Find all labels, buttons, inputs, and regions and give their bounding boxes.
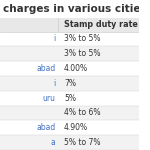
Text: 5% to 7%: 5% to 7%	[64, 138, 100, 147]
Text: 3% to 5%: 3% to 5%	[64, 34, 100, 43]
Text: a: a	[51, 138, 56, 147]
Text: 4% to 6%: 4% to 6%	[64, 108, 100, 117]
Text: Stamp duty rate: Stamp duty rate	[64, 20, 138, 29]
Text: uru: uru	[43, 94, 56, 103]
Text: 3% to 5%: 3% to 5%	[64, 49, 100, 58]
Text: 5%: 5%	[64, 94, 76, 103]
Text: charges in various cities: charges in various cities	[3, 4, 146, 14]
Text: i: i	[53, 79, 56, 88]
FancyBboxPatch shape	[0, 135, 139, 150]
FancyBboxPatch shape	[0, 46, 139, 61]
Text: abad: abad	[36, 64, 56, 73]
FancyBboxPatch shape	[0, 106, 139, 120]
FancyBboxPatch shape	[0, 18, 139, 32]
Text: 7%: 7%	[64, 79, 76, 88]
Text: 4.00%: 4.00%	[64, 64, 88, 73]
Text: abad: abad	[36, 123, 56, 132]
Text: 4.90%: 4.90%	[64, 123, 88, 132]
FancyBboxPatch shape	[0, 76, 139, 91]
Text: i: i	[53, 34, 56, 43]
